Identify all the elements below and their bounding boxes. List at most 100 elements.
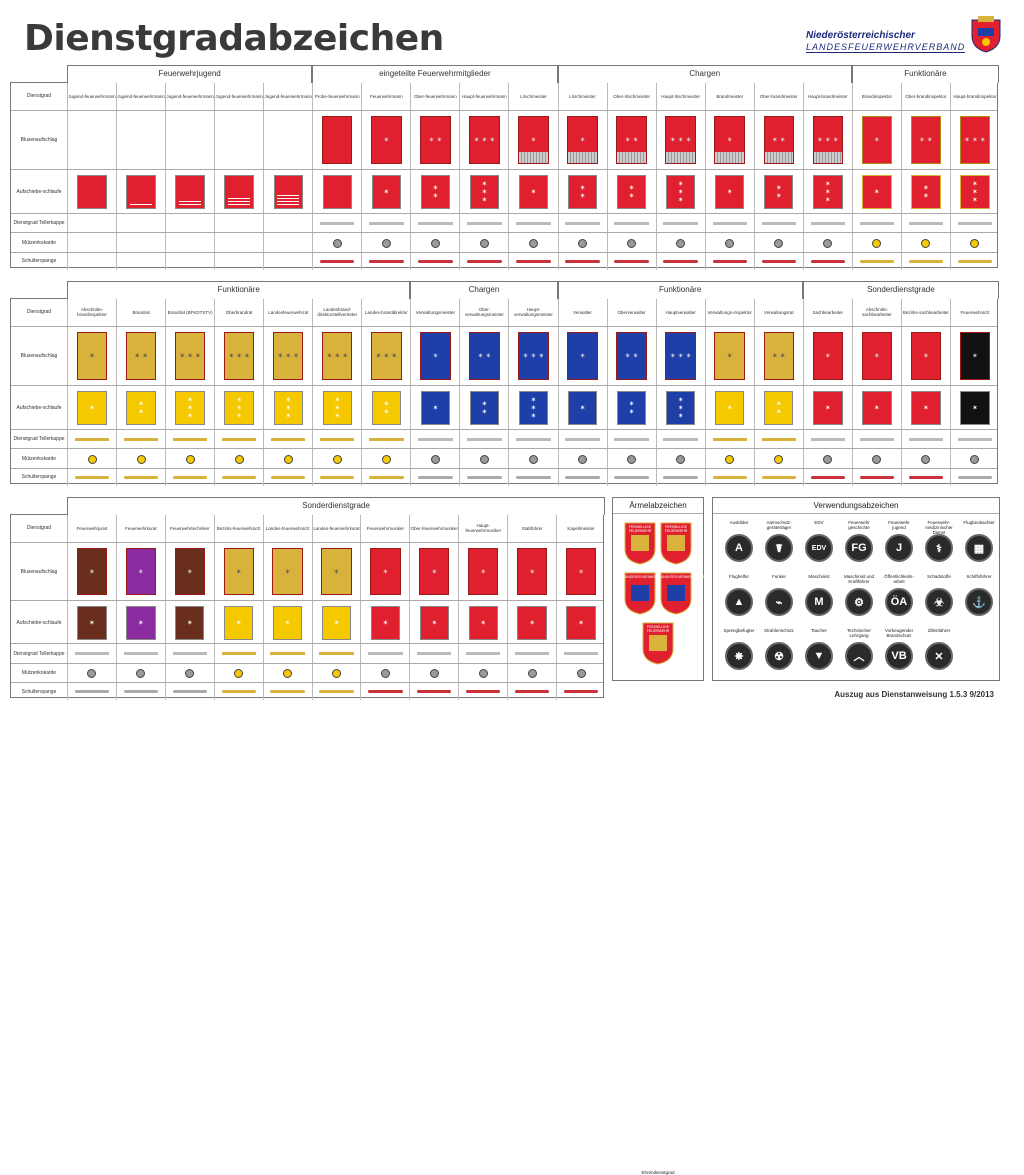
usage-badge: Taucher ▼ <box>801 628 837 678</box>
epaulette: ✶ ✶ ✶ <box>665 174 696 209</box>
table-cell <box>704 252 754 270</box>
table-cell <box>753 449 803 469</box>
table-cell: Haupt-verwaltungsmeister <box>508 299 557 326</box>
usage-badge-label: EDV <box>814 520 824 525</box>
table-cell <box>655 213 705 234</box>
table-cell <box>802 468 852 486</box>
table-cell: ✶ ✶ ✶ <box>655 326 705 386</box>
usage-badge-icon: A <box>725 534 753 562</box>
epaulette: ✶ ✶ <box>911 174 941 209</box>
table-cell <box>606 252 656 270</box>
table-cell: ✶ <box>851 385 901 430</box>
table-cell: Jugend-feuerwehrmann <box>214 83 263 110</box>
cockade-icon <box>823 454 833 464</box>
table-cell: ✶ ✶ ✶ <box>312 326 361 386</box>
cap-band <box>369 221 404 225</box>
collar-patch: ✶ <box>959 332 991 381</box>
table-row: Aufschiebe-schlaufe ✶ ✶ ✶ ✶ ✶ ✶ ✶ ✶ ✶ ✶ ✶ ✶ ✶ ✶ ✶ ✶ ✶ ✶ ✶ ✶ ✶… <box>11 168 997 214</box>
epaulette: ✶ <box>224 605 254 640</box>
shoulder-strap <box>712 259 747 263</box>
collar-patch: ✶ ✶ ✶ <box>273 332 304 381</box>
epaulette: ✶ <box>468 605 498 640</box>
cockade-icon <box>381 454 391 464</box>
table-cell: Löschmeister <box>557 83 607 110</box>
collar-patch: ✶ ✶ ✶ <box>371 332 402 381</box>
table-cell: Feuerwehrmusiker <box>360 515 409 542</box>
cap-band <box>467 437 502 441</box>
table-cell: Bezirks-feuerwehrarzt <box>213 515 263 542</box>
table-cell <box>606 233 656 253</box>
table-cell: ✶ <box>704 326 754 386</box>
cap-band <box>123 437 159 441</box>
table-cell <box>165 449 214 469</box>
shoulder-strap <box>810 259 845 263</box>
table-cell <box>360 683 409 700</box>
sleeve-badge-text: LANDESFEUERWEHRVERBAND <box>659 575 713 579</box>
shoulder-strap <box>957 475 993 479</box>
table-cell: Abschnitts-sachbearbeiter <box>851 299 901 326</box>
table-cell: Stabführer <box>507 515 556 542</box>
sleeve-badge: FREIWILLIGE FEUERWEHR <box>659 521 693 565</box>
shoulder-strap <box>222 475 257 479</box>
table-cell <box>508 213 557 234</box>
collar-patch: ✶ ✶ ✶ <box>223 332 255 381</box>
shoulder-strap <box>614 475 649 479</box>
epaulette: ✶ ✶ ✶ <box>273 390 303 425</box>
collar-patch: ✶ ✶ <box>763 332 794 381</box>
table-cell: ✶ ✶ ✶ <box>508 326 557 386</box>
cap-band <box>466 652 501 656</box>
usage-badge: Flughelfer ▲ <box>721 574 757 624</box>
table-cell <box>214 468 263 486</box>
table-row: Schulterspange <box>11 682 603 700</box>
table-cell: ✶ ✶ ✶ <box>949 110 999 170</box>
column-header: Verwaltungsmeister <box>415 309 456 315</box>
table-cell <box>214 169 263 214</box>
table-row: Aufschiebe-schlaufe ✶ ✶ ✶ ✶ ✶ ✶ ✶ ✶ ✶ ✶ ✶ <box>11 599 603 645</box>
table-cell: ✶ <box>851 169 901 214</box>
usage-badge-icon: ⚓ <box>965 588 993 616</box>
table-cell: ✶ ✶ <box>606 385 656 430</box>
table-row: Schulterspange <box>11 467 997 486</box>
shoulder-strap <box>172 475 208 479</box>
table-cell: ✶ <box>67 326 116 386</box>
collar-patch: ✶ ✶ <box>616 332 647 381</box>
collar-patch: ✶ ✶ <box>616 116 647 165</box>
table-cell <box>67 169 116 214</box>
table-cell <box>116 213 165 234</box>
row-label: Schulterspange <box>21 688 57 695</box>
epaulette: ✶ <box>419 605 449 640</box>
shoulder-strap <box>516 475 551 479</box>
collar-patch: ✶ <box>420 332 451 381</box>
collar-patch: ✶ ✶ ✶ <box>518 332 549 381</box>
column-header: Ober-löschmeister <box>613 93 650 99</box>
table-cell: ✶ <box>213 542 263 601</box>
column-header: Landes-branddirektor <box>364 309 408 315</box>
cockade-icon <box>332 238 342 248</box>
table-cell <box>851 429 901 450</box>
group-header: Feuerwehrjugend <box>67 65 313 83</box>
cockade-icon <box>774 454 784 464</box>
table-cell: ✶ <box>949 385 999 430</box>
column-header: Stabführer <box>521 525 543 531</box>
table-cell: Feuerwehrjurist <box>67 515 116 542</box>
shoulder-strap <box>172 690 207 694</box>
usage-badge-icon: ▦ <box>965 534 993 562</box>
collar-patch: ✶ ✶ ✶ <box>322 332 353 381</box>
cap-band <box>123 652 158 656</box>
collar-patch: ✶ <box>76 547 108 596</box>
table-cell: ✶ <box>557 110 607 170</box>
table-cell: ✶ <box>508 169 557 214</box>
column-header: Jugend-feuerwehrmann <box>215 93 263 99</box>
cockade-icon <box>627 238 637 248</box>
table-cell: ✶ <box>900 385 950 430</box>
table-cell: ✶ ✶ ✶ <box>165 326 214 386</box>
shoulder-strap <box>467 475 502 479</box>
cap-band <box>516 221 551 225</box>
table-cell <box>214 429 263 450</box>
table-cell <box>900 468 950 486</box>
table-cell <box>165 252 214 270</box>
table-cell <box>410 429 459 450</box>
usage-badge-icon: ︿ <box>845 642 873 670</box>
table-cell: ✶ <box>262 600 312 645</box>
usage-badge: Ausbilder A <box>721 520 757 570</box>
